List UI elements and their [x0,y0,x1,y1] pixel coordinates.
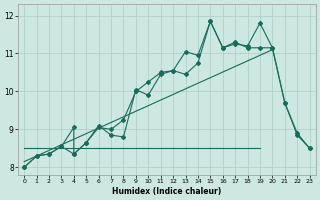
X-axis label: Humidex (Indice chaleur): Humidex (Indice chaleur) [112,187,221,196]
